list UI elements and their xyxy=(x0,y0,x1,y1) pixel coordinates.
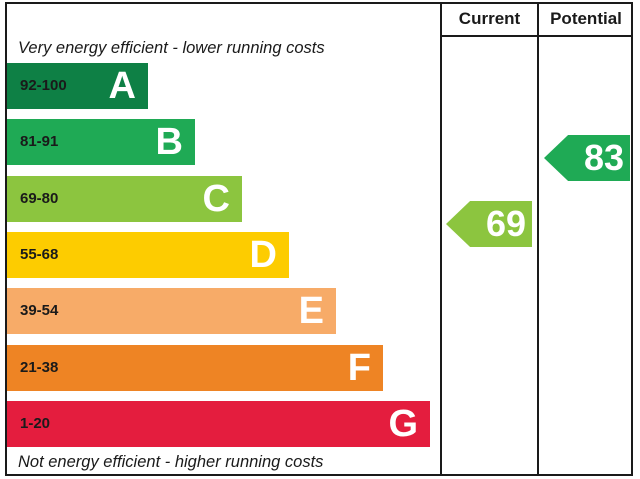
band-letter: G xyxy=(388,403,418,445)
current-rating-value: 69 xyxy=(485,203,526,244)
band-range-label: 55-68 xyxy=(20,246,59,263)
band-range-label: 1-20 xyxy=(20,415,51,432)
band-range-label: 39-54 xyxy=(20,302,59,319)
band-e: 39-54 E xyxy=(7,288,336,334)
band-letter: E xyxy=(298,290,324,332)
band-letter: D xyxy=(249,234,277,276)
band-a: 92-100 A xyxy=(7,63,148,109)
header-divider xyxy=(441,35,633,37)
band-range-label: 69-80 xyxy=(20,190,59,207)
potential-column-header: Potential xyxy=(550,9,622,28)
band-f: 21-38 F xyxy=(7,345,383,391)
potential-rating-value: 83 xyxy=(583,137,624,178)
band-letter: A xyxy=(108,65,136,107)
current-column-header: Current xyxy=(458,9,521,28)
band-b: 81-91 B xyxy=(7,119,195,165)
band-letter: F xyxy=(347,347,371,389)
band-letter: B xyxy=(155,121,183,163)
column-divider-current xyxy=(440,2,442,476)
band-g: 1-20 G xyxy=(7,401,430,447)
band-range-label: 92-100 xyxy=(20,77,67,94)
epc-frame xyxy=(5,2,633,476)
band-range-label: 81-91 xyxy=(20,133,59,150)
band-letter: C xyxy=(202,178,230,220)
band-c: 69-80 C xyxy=(7,176,242,222)
bottom-caption: Not energy efficient - higher running co… xyxy=(18,453,324,471)
column-divider-potential xyxy=(537,2,539,476)
band-range-label: 21-38 xyxy=(20,359,59,376)
top-caption: Very energy efficient - lower running co… xyxy=(18,39,325,57)
band-d: 55-68 D xyxy=(7,232,289,278)
